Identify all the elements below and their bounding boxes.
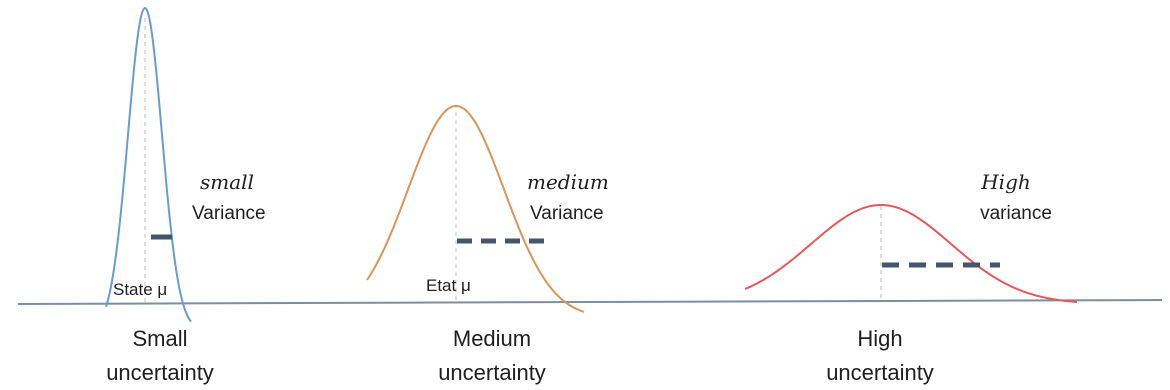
high-variance-word: High: [980, 170, 1031, 194]
medium-variance-word: medium: [527, 170, 609, 194]
small-curve: [105, 6, 192, 323]
high-caption-line1: High: [857, 326, 902, 351]
medium-caption-line2: uncertainty: [438, 360, 546, 385]
panel-small: small Variance State μ Small uncertainty: [105, 6, 266, 385]
medium-mean-label: Etat μ: [426, 276, 471, 295]
small-caption-line2: uncertainty: [106, 360, 214, 385]
medium-caption-line1: Medium: [453, 326, 531, 351]
small-variance-label: Variance: [192, 203, 266, 224]
small-mean-label: State μ: [113, 280, 167, 299]
small-variance-word: small: [200, 170, 254, 194]
small-caption-line1: Small: [132, 326, 187, 351]
high-variance-label: variance: [980, 203, 1052, 224]
baseline: [17, 299, 1163, 305]
medium-variance-label: Variance: [530, 203, 604, 224]
medium-curve: [366, 105, 585, 313]
high-caption-line2: uncertainty: [826, 360, 934, 385]
high-curve: [744, 204, 1077, 303]
panel-high: High variance High uncertainty: [744, 170, 1077, 385]
panel-medium: medium Variance Etat μ Medium uncertaint…: [366, 105, 609, 385]
